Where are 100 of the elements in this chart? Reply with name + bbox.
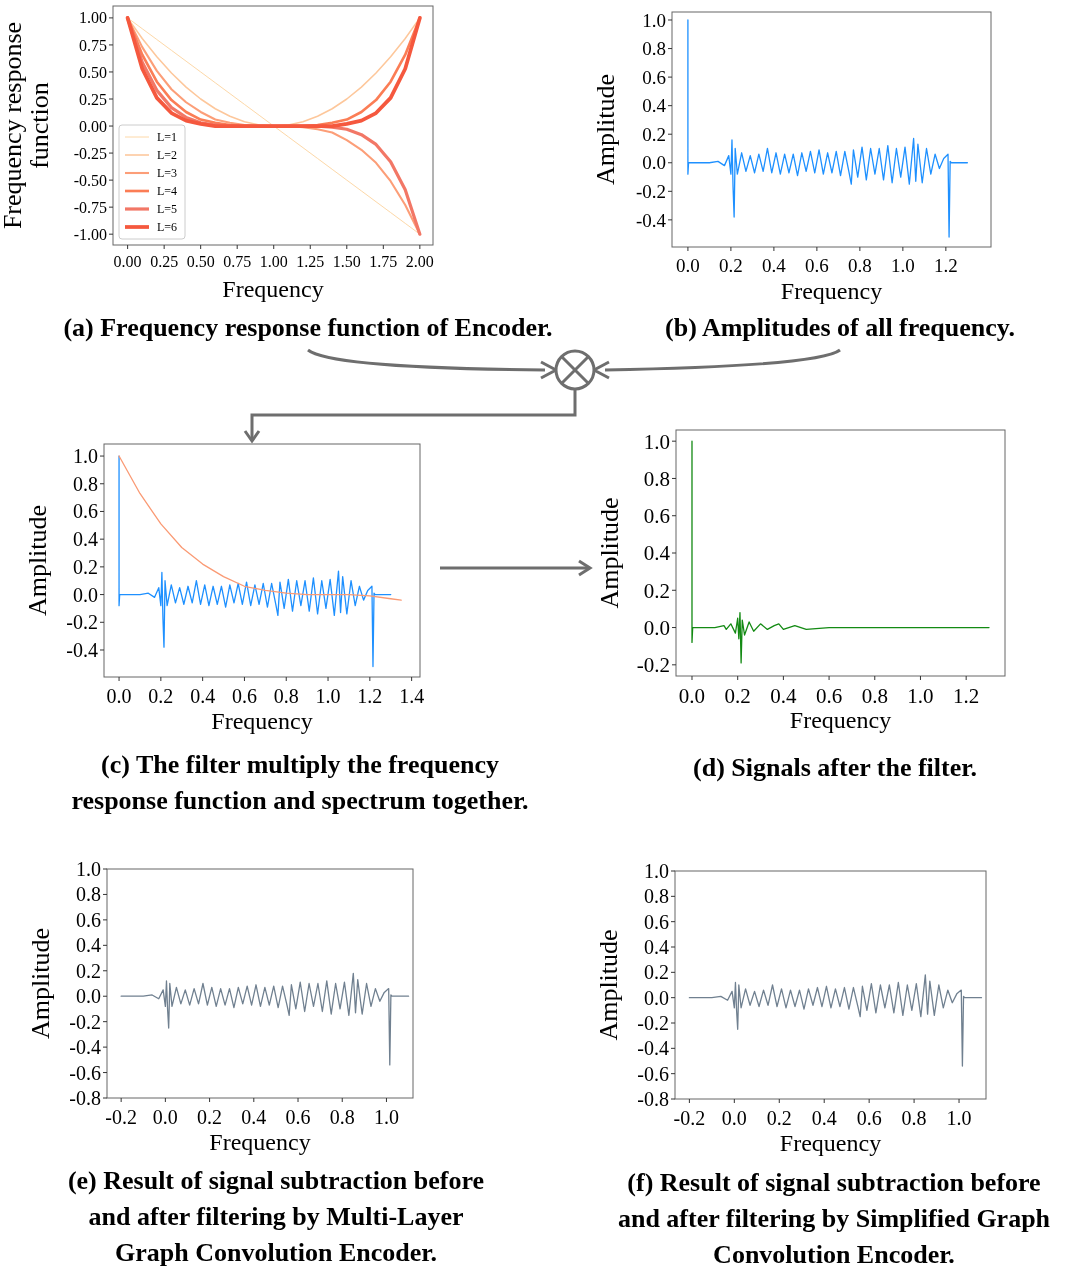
x-tick-label: 0.2 [724,684,751,708]
y-axis-title: Amplitude [23,504,52,617]
x-tick-label: 0.8 [848,255,872,276]
x-tick-label: 1.00 [259,253,288,270]
y-tick-label: 0.2 [642,123,666,145]
y-tick-label: 0.2 [643,578,670,603]
x-axis-title: Frequency [222,276,324,302]
x-tick-label: 0.75 [223,253,252,270]
x-tick-label: 0.50 [186,253,215,270]
y-tick-label: -0.4 [69,1036,101,1059]
x-tick-label: 1.2 [933,255,958,276]
x-tick-label: 1.2 [953,684,980,708]
y-tick-label: 0.0 [642,152,666,174]
y-tick-label: 1.0 [76,858,101,880]
x-tick-label: 1.0 [373,1106,399,1128]
y-tick-label: 0.0 [76,985,101,1008]
y-tick-label: 0.8 [643,466,670,491]
x-tick-label: 0.2 [766,1107,792,1129]
x-tick-label: 0.6 [285,1106,311,1128]
y-tick-label: 1.0 [642,9,666,31]
x-tick-label: 0.0 [152,1106,178,1128]
x-tick-label: 0.8 [273,685,299,707]
x-tick-label: 0.4 [190,685,216,707]
x-tick-label: 0.8 [861,684,888,708]
line-series [691,440,990,664]
y-tick-label: 0.6 [642,66,666,88]
y-tick-label: 0.4 [76,934,101,957]
x-tick-label: 0.6 [805,255,829,276]
line-series [688,974,983,1067]
y-tick-label: 0.8 [644,885,669,908]
y-tick-label: 0.4 [643,541,671,566]
line-series [687,19,968,238]
y-tick-label: -0.2 [635,180,666,202]
legend-label: L=4 [157,184,178,198]
legend-label: L=5 [157,202,178,216]
x-tick-label: 1.75 [369,253,398,270]
x-axis-title: Frequency [789,707,892,733]
y-tick-label: 0.2 [76,959,101,982]
x-tick-label: 1.0 [890,255,915,276]
y-tick-label: 1.0 [73,445,98,468]
y-tick-label: 1.0 [644,860,669,882]
x-axis-title: Frequency [780,278,883,304]
y-tick-label: -0.8 [69,1087,101,1109]
text: (a) Frequency response function of Encoder. [63,313,553,342]
y-tick-label: -0.4 [635,209,667,231]
line-series [118,455,392,668]
y-tick-label: 0.0 [73,583,98,606]
legend-label: L=2 [157,148,178,162]
y-axis-title: Amplitude [594,929,623,1041]
y-tick-label: 0.8 [76,883,101,906]
x-tick-label: 0.0 [721,1107,747,1129]
x-tick-label: 1.50 [332,253,361,270]
y-tick-label: -0.50 [73,171,107,189]
y-tick-label: 0.4 [642,95,667,117]
text: (e) Result of signal subtraction before and after filtering by Multi-Layer Graph Convolution Encoder. [67,1166,485,1267]
x-axis-title: Frequency [779,1130,882,1156]
x-tick-label: 0.6 [815,684,843,708]
y-tick-label: 0.00 [79,117,107,135]
x-tick-label: 0.0 [676,255,700,276]
y-tick-label: -0.25 [73,144,107,162]
text: (c) The filter multiply the frequency response function and spectrum together. [71,750,529,815]
line-series [120,972,410,1066]
y-tick-label: 0.6 [76,908,101,931]
text: (b) Amplitudes of all frequency. [665,313,1015,342]
x-tick-label: 1.2 [357,685,383,707]
y-tick-label: -1.00 [73,225,107,243]
x-tick-label: 0.2 [719,255,743,276]
x-tick-label: 0.8 [329,1106,355,1128]
y-tick-label: 0.25 [79,90,107,108]
x-tick-label: -0.2 [105,1106,137,1128]
y-tick-label: -0.8 [637,1088,669,1110]
x-axis-title: Frequency [209,1129,311,1155]
y-tick-label: -0.2 [66,611,98,634]
y-tick-label: -0.2 [636,653,670,678]
x-tick-label: 1.0 [907,684,934,708]
y-tick-label: 0.0 [643,615,670,640]
y-tick-label: 0.2 [73,555,98,578]
y-tick-label: 0.4 [73,528,98,551]
line-series [118,455,402,601]
y-tick-label: 0.4 [644,936,669,958]
x-tick-label: 0.25 [150,253,179,270]
x-tick-label: 0.2 [148,685,174,707]
x-tick-label: 0.2 [197,1106,223,1128]
x-tick-label: 0.0 [678,684,706,708]
x-tick-label: 0.8 [901,1107,927,1129]
y-tick-label: -0.4 [66,638,98,661]
x-tick-label: 0.0 [106,685,132,707]
y-tick-label: -0.6 [637,1062,669,1085]
x-tick-label: 0.6 [231,685,257,707]
y-tick-label: -0.2 [69,1010,101,1033]
y-tick-label: 0.6 [643,504,670,529]
y-tick-label: -0.2 [637,1012,669,1034]
y-tick-label: 0.0 [644,986,669,1009]
y-axis-title: Amplitude [595,497,624,609]
legend-label: L=3 [157,166,178,180]
x-tick-label: -0.2 [673,1107,706,1129]
x-tick-label: 0.00 [113,253,142,270]
y-axis-title: Frequency response function [0,21,54,230]
y-tick-label: 0.6 [73,500,98,523]
y-axis-title: Amplitude [26,927,55,1040]
